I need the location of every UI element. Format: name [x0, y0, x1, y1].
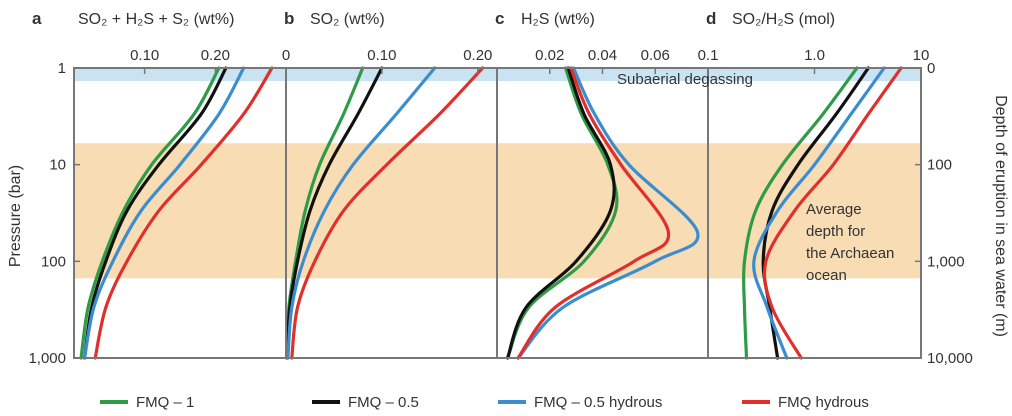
archaean-label: Average depth for the Archaean ocean: [806, 201, 899, 284]
x-tick-label-d-2: 1.0: [804, 47, 825, 64]
panel-letter-b: b: [284, 9, 294, 28]
frames-layer: [73, 67, 922, 359]
curve-panel-c-series-1: [506, 66, 619, 360]
panel-title-d: SO₂/H₂S (mol): [732, 11, 835, 28]
x-tick-label-b-3: 0.20: [463, 47, 492, 64]
panel-title-b: SO₂ (wt%): [310, 11, 385, 28]
legend: FMQ – 1 FMQ – 0.5 FMQ – 0.5 hydrous FMQ hyd…: [100, 394, 869, 411]
x-tick-label-d-3: 10: [913, 47, 930, 64]
archaean-label-line-3: the Archaean: [806, 245, 894, 262]
panel-letter-d: d: [706, 9, 716, 28]
y-left-tick-label-3: 100: [41, 253, 66, 270]
panel-title-c: H₂S (wt%): [521, 11, 595, 28]
curve-panel-b-series-3: [286, 66, 437, 360]
curve-panel-c-series-2: [506, 66, 616, 360]
y-axis-left-title: Pressure (bar): [7, 165, 24, 267]
curve-panel-a-series-1: [79, 66, 221, 360]
curve-panel-a-series-2: [83, 66, 228, 360]
x-tick-label-c-3: 0.06: [641, 47, 670, 64]
legend-label-3: FMQ – 0.5 hydrous: [534, 394, 662, 411]
y-right-tick-label-2: 100: [927, 157, 952, 174]
archaean-label-line-4: ocean: [806, 267, 847, 284]
x-tick-label-c-2: 0.04: [588, 47, 617, 64]
curve-panel-d-series-3: [752, 66, 886, 360]
curve-panel-b-series-2: [285, 66, 384, 360]
x-tick-label-a-2: 0.20: [201, 47, 230, 64]
curve-panel-d-series-2: [761, 66, 870, 360]
panel-letter-a: a: [32, 9, 42, 28]
texts-layer: Subaerial degassing Average depth for th…: [7, 9, 1009, 367]
curve-panel-d-series-1: [741, 66, 859, 360]
x-tick-label-c-1: 0.02: [535, 47, 564, 64]
curve-panel-c-series-4: [516, 66, 671, 360]
curve-panel-b-series-4: [290, 66, 485, 360]
x-tick-label-a-1: 0.10: [130, 47, 159, 64]
panel-letter-c: c: [495, 9, 504, 28]
ticks-layer: [74, 67, 922, 359]
y-left-tick-label-4: 1,000: [28, 350, 66, 367]
archaean-label-line-1: Average: [806, 201, 862, 218]
y-axis-right-title: Depth of eruption in sea water (m): [992, 95, 1009, 337]
curves-layer: [79, 66, 903, 360]
curve-panel-d-series-4: [762, 66, 903, 360]
legend-label-1: FMQ – 1: [136, 394, 194, 411]
curve-panel-a-series-4: [93, 66, 274, 360]
x-tick-label-b-1: 0: [282, 47, 290, 64]
curve-panel-a-series-3: [83, 66, 246, 360]
legend-label-2: FMQ – 0.5: [348, 394, 419, 411]
y-right-tick-label-4: 10,000: [927, 350, 973, 367]
legend-label-4: FMQ hydrous: [778, 394, 869, 411]
x-tick-label-d-1: 0.1: [698, 47, 719, 64]
curve-panel-c-series-3: [516, 66, 700, 360]
subaerial-label: Subaerial degassing: [617, 71, 753, 88]
panel-title-a: SO₂ + H₂S + S₂ (wt%): [78, 11, 234, 28]
y-left-tick-label-2: 10: [49, 157, 66, 174]
archaean-label-line-2: depth for: [806, 223, 865, 240]
x-tick-label-b-2: 0.10: [367, 47, 396, 64]
y-right-tick-label-1: 0: [927, 60, 935, 77]
y-left-tick-label-1: 1: [58, 60, 66, 77]
y-right-tick-label-3: 1,000: [927, 253, 965, 270]
